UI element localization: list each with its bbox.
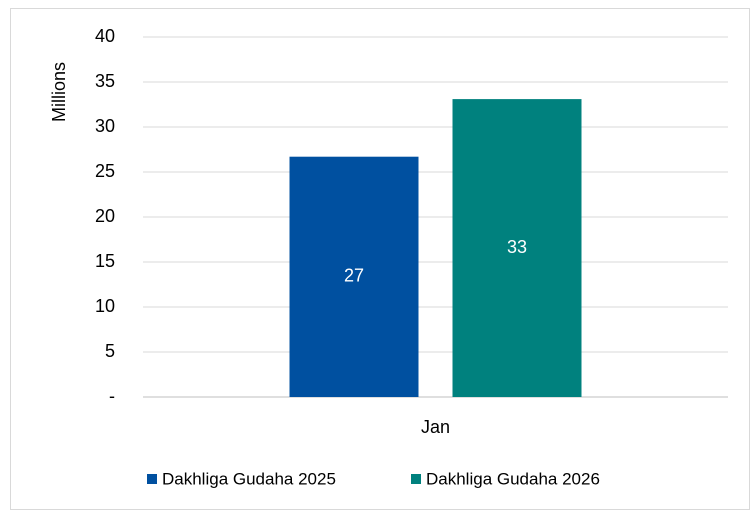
y-tick-label: 10: [95, 296, 115, 316]
y-tick-label: 15: [95, 251, 115, 271]
y-tick-label: -: [109, 386, 115, 406]
y-tick-label: 40: [95, 26, 115, 46]
y-tick-label: 20: [95, 206, 115, 226]
bar: [289, 156, 419, 397]
legend-label: Dakhliga Gudaha 2025: [162, 469, 336, 488]
legend-label: Dakhliga Gudaha 2026: [426, 469, 600, 488]
y-tick-label: 5: [105, 341, 115, 361]
legend-swatch: [147, 474, 157, 484]
value-label: 27: [344, 266, 364, 286]
legend-swatch: [411, 474, 421, 484]
value-label: 33: [507, 237, 527, 257]
y-axis-label: Millions: [49, 62, 69, 122]
x-tick-label: Jan: [421, 417, 450, 437]
bar: [452, 99, 582, 397]
y-tick-label: 25: [95, 161, 115, 181]
y-tick-label: 30: [95, 116, 115, 136]
y-tick-label: 35: [95, 71, 115, 91]
